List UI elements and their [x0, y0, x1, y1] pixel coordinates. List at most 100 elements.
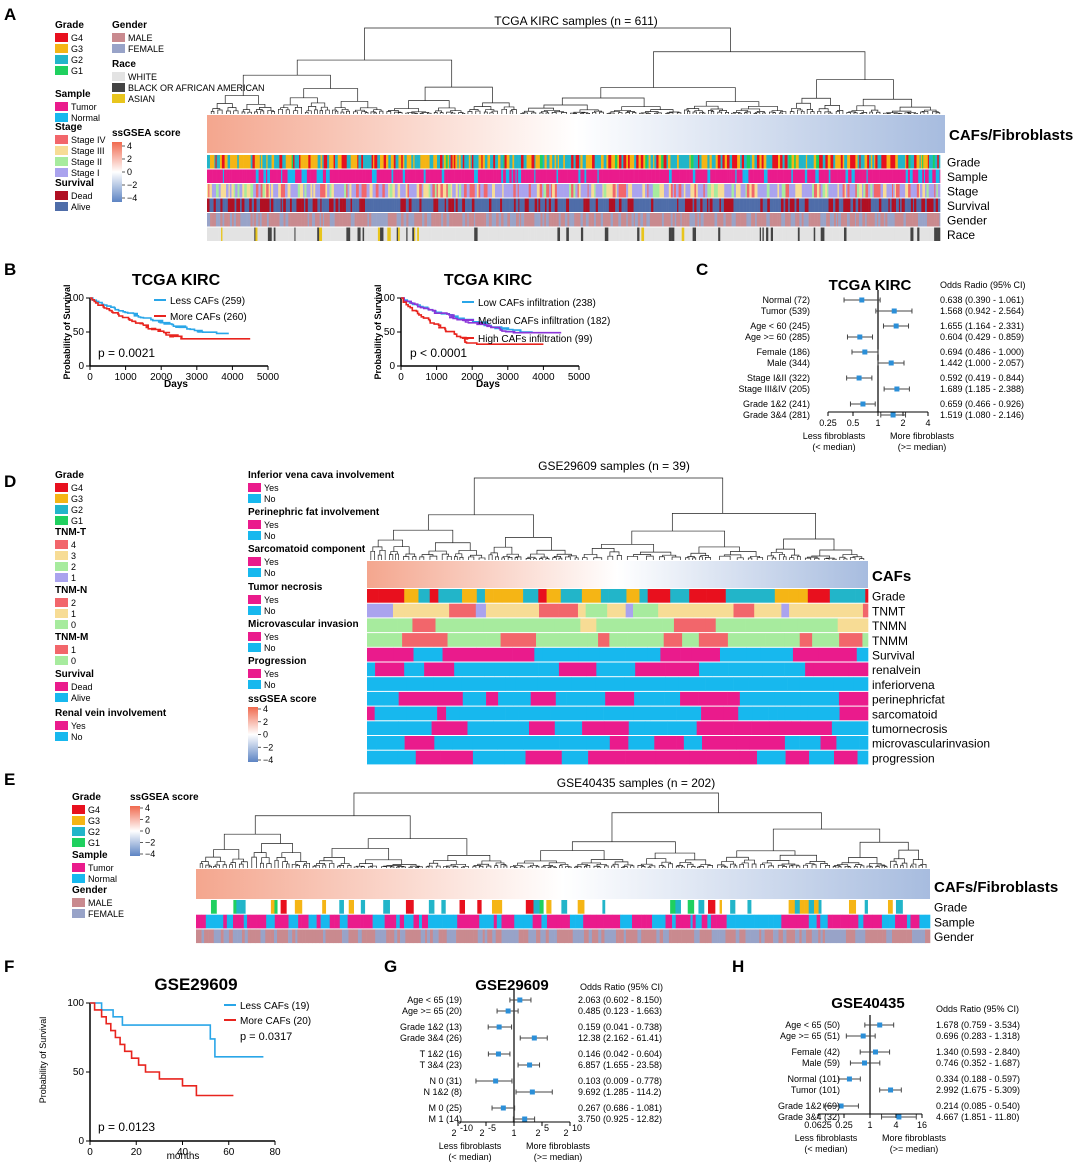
track-cell	[413, 900, 419, 914]
track-cell	[314, 155, 317, 169]
track-cell	[572, 227, 577, 241]
track-cell	[736, 169, 740, 183]
dendrogram-branch	[473, 477, 724, 515]
track-cell	[267, 155, 270, 169]
track-cell	[848, 662, 867, 677]
track-cell	[699, 929, 706, 944]
track-cell	[530, 184, 534, 198]
track-cell	[413, 647, 443, 662]
dendrogram-branch	[859, 841, 909, 858]
track-cell	[594, 929, 599, 944]
track-cell	[416, 198, 420, 212]
track-cell	[698, 900, 705, 914]
track-cell	[665, 677, 679, 691]
track-cell	[648, 155, 651, 169]
track-cell	[250, 184, 254, 198]
dendrogram-branch	[214, 864, 221, 868]
track-cell	[684, 198, 687, 212]
x-tick-label: 4000	[221, 372, 244, 383]
dendrogram-branch	[738, 112, 742, 114]
panel-d-annotation-tracks	[367, 589, 869, 765]
dendrogram-branch	[401, 866, 406, 868]
dendrogram-branch	[267, 110, 274, 114]
dendrogram-branch	[691, 865, 696, 868]
dendrogram-branch	[390, 551, 398, 555]
track-cell	[597, 900, 603, 914]
track-cell	[514, 929, 519, 944]
colorbar-tick-label: 2	[145, 815, 150, 825]
track-cell	[493, 155, 496, 169]
track-cell	[320, 184, 324, 198]
track-cell	[837, 213, 839, 227]
track-cell	[677, 929, 682, 944]
track-cell	[559, 929, 565, 944]
track-cell	[739, 929, 744, 944]
track-cell	[821, 169, 825, 183]
dendrogram-branch	[535, 865, 540, 868]
legend-label: No	[264, 606, 276, 616]
track-cell	[663, 633, 683, 647]
track-cell	[879, 900, 884, 914]
track-cell	[248, 227, 252, 241]
track-cell	[875, 184, 879, 198]
track-cell	[308, 914, 312, 929]
track-cell	[304, 227, 309, 241]
track-cell	[634, 691, 665, 706]
track-cell	[509, 929, 516, 944]
track-cell	[556, 929, 560, 944]
track-cell	[813, 155, 817, 169]
dendrogram-branch	[415, 867, 419, 868]
track-cell	[714, 198, 717, 212]
track-cell	[765, 633, 785, 647]
track-cell	[668, 198, 671, 212]
legend-survival-title: Survival	[55, 178, 94, 189]
track-cell	[704, 900, 709, 914]
panel-letter-d: D	[4, 472, 16, 491]
track-cell	[624, 677, 666, 691]
track-cell	[362, 227, 365, 241]
dendrogram-branch	[599, 111, 604, 114]
track-cell	[478, 184, 481, 198]
track-cell	[628, 736, 655, 750]
track-cell	[386, 155, 389, 169]
track-cell	[897, 184, 900, 198]
panel-d-score-label: CAFs	[872, 568, 911, 585]
track-cell	[668, 169, 673, 183]
track-cell	[897, 155, 900, 169]
track-cell	[883, 213, 885, 227]
track-cell	[355, 198, 358, 212]
track-cell	[233, 900, 237, 914]
track-cell	[502, 155, 504, 169]
track-cell	[462, 691, 487, 706]
track-cell	[781, 603, 790, 618]
dendrogram-branch	[494, 556, 499, 560]
dendrogram-branch	[637, 865, 644, 868]
track-cell	[769, 900, 777, 914]
track-cell	[274, 184, 277, 198]
colorbar-tick-label: 4	[145, 803, 150, 813]
track-cell	[295, 227, 299, 241]
track-cell	[838, 691, 868, 706]
track-cell	[790, 184, 793, 198]
track-cell	[262, 184, 266, 198]
track-cell	[369, 213, 372, 227]
track-cell	[923, 227, 926, 241]
track-cell	[580, 213, 584, 227]
track-cell	[420, 929, 426, 944]
track-cell	[494, 662, 510, 677]
track-cell	[235, 213, 239, 227]
track-cell	[431, 227, 436, 241]
track-cell	[733, 198, 737, 212]
track-cell	[236, 900, 241, 914]
track-cell	[702, 198, 705, 212]
track-cell	[919, 227, 921, 241]
track-cell	[259, 198, 263, 212]
track-cell	[705, 677, 734, 691]
track-cell	[779, 213, 782, 227]
track-cell	[667, 721, 697, 735]
track-cell	[507, 213, 511, 227]
track-cell	[231, 184, 235, 198]
dendrogram-branch	[828, 112, 833, 114]
